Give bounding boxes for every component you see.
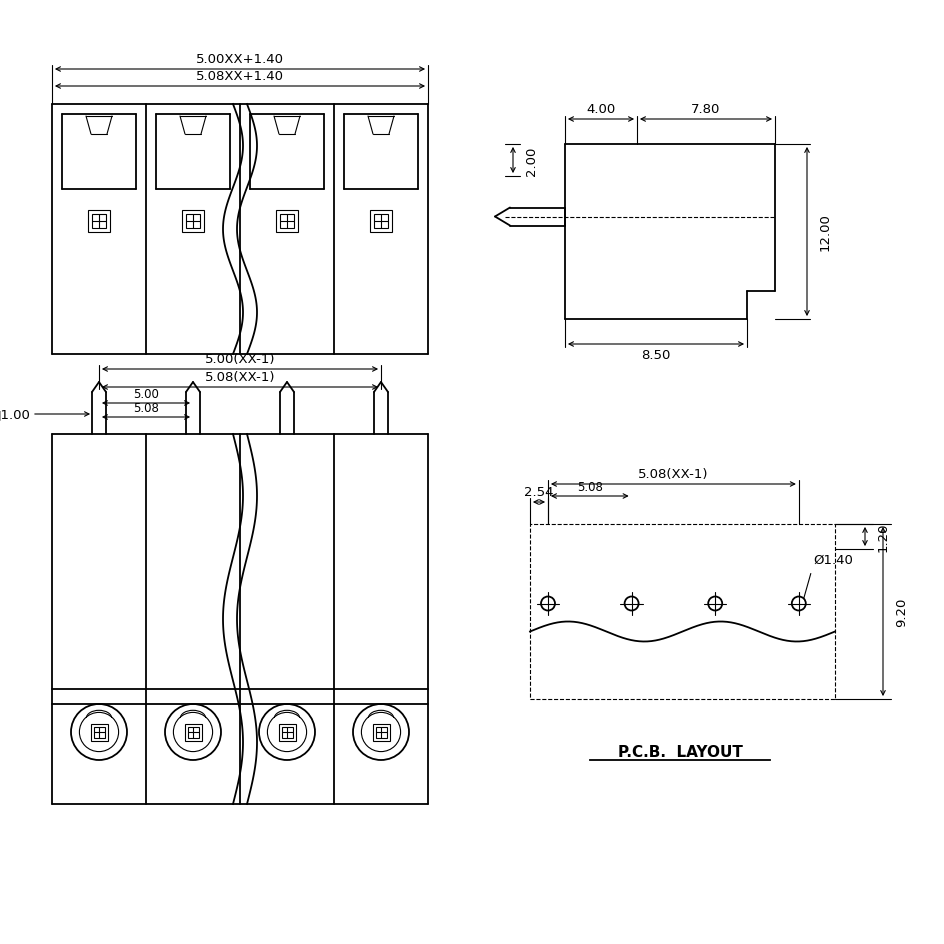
Text: 1.20: 1.20	[876, 522, 889, 551]
Bar	[91, 724, 108, 741]
Bar	[374, 215, 388, 228]
Bar	[88, 211, 110, 233]
Bar	[278, 724, 295, 741]
Bar	[279, 215, 294, 228]
Text: 8.50: 8.50	[641, 348, 670, 362]
Bar	[372, 724, 389, 741]
Text: 9.20: 9.20	[894, 598, 907, 627]
Bar	[281, 727, 293, 737]
Text: 5.08: 5.08	[576, 480, 602, 494]
Bar	[375, 727, 386, 737]
Bar	[530, 525, 834, 700]
Text: P.C.B.  LAYOUT: P.C.B. LAYOUT	[617, 744, 742, 759]
Text: 5.00: 5.00	[133, 388, 159, 400]
Text: 5.08(XX-1): 5.08(XX-1)	[637, 467, 708, 480]
Bar	[276, 211, 297, 233]
Text: 2.54: 2.54	[524, 485, 553, 498]
Text: 2.00: 2.00	[525, 146, 537, 176]
Text: 5.08(XX-1): 5.08(XX-1)	[205, 371, 275, 383]
Text: 12.00: 12.00	[818, 213, 831, 251]
Text: 7.80: 7.80	[691, 103, 720, 116]
Text: 5.08XX+1.40: 5.08XX+1.40	[195, 70, 284, 83]
Bar	[186, 215, 200, 228]
Bar	[93, 727, 105, 737]
Text: 4.00: 4.00	[586, 103, 615, 116]
Bar	[184, 724, 201, 741]
Bar	[92, 215, 106, 228]
Text: □1.00: □1.00	[0, 408, 31, 421]
Text: Ø1.40: Ø1.40	[813, 553, 852, 565]
Bar	[182, 211, 204, 233]
Text: 5.00(XX-1): 5.00(XX-1)	[205, 353, 275, 365]
Text: 5.08: 5.08	[133, 401, 159, 414]
Bar	[370, 211, 392, 233]
Text: 5.00XX+1.40: 5.00XX+1.40	[195, 53, 284, 66]
Bar	[187, 727, 198, 737]
